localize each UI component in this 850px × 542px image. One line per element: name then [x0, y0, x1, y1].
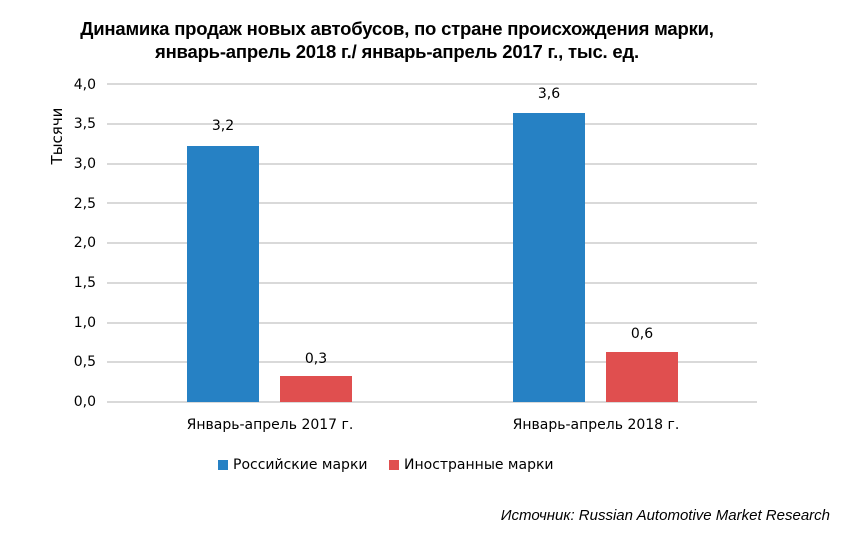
data-label: 3,6	[537, 86, 561, 102]
y-tick: 0,0	[73, 394, 96, 410]
gridline	[107, 322, 757, 324]
chart-title-line1: Динамика продаж новых автобусов, по стра…	[80, 18, 714, 39]
data-label: 0,3	[304, 351, 328, 367]
gridline	[107, 123, 757, 125]
legend-swatch-icon	[389, 460, 399, 470]
legend-label: Российские марки	[233, 457, 368, 473]
y-tick: 1,0	[73, 315, 96, 331]
y-tick: 1,5	[73, 275, 96, 291]
legend-swatch-icon	[218, 460, 228, 470]
legend-label: Иностранные марки	[404, 457, 554, 473]
chart-title-line2: январь-апрель 2018 г./ январь-апрель 201…	[154, 41, 639, 62]
data-label: 3,2	[211, 118, 235, 134]
gridline	[107, 202, 757, 204]
gridline	[107, 242, 757, 244]
source-note: Источник: Russian Automotive Market Rese…	[500, 507, 830, 524]
bar-foreign-2018	[606, 352, 678, 402]
y-tick: 2,5	[73, 196, 96, 212]
y-tick: 3,5	[73, 116, 96, 132]
data-label: 0,6	[630, 326, 654, 342]
bar-foreign-2017	[280, 376, 352, 402]
gridline	[107, 361, 757, 363]
legend-item-russian: Российские марки	[218, 457, 368, 473]
y-tick: 4,0	[73, 77, 96, 93]
legend-item-foreign: Иностранные марки	[389, 457, 554, 473]
x-category-label: Январь-апрель 2017 г.	[186, 417, 354, 433]
y-tick: 0,5	[73, 354, 96, 370]
y-tick: 2,0	[73, 235, 96, 251]
x-axis-line	[107, 401, 757, 403]
bar-russian-2018	[513, 113, 585, 402]
gridline	[107, 163, 757, 165]
gridline	[107, 282, 757, 284]
gridline	[107, 83, 757, 85]
x-category-label: Январь-апрель 2018 г.	[512, 417, 680, 433]
y-tick: 3,0	[73, 156, 96, 172]
bar-russian-2017	[187, 146, 259, 402]
